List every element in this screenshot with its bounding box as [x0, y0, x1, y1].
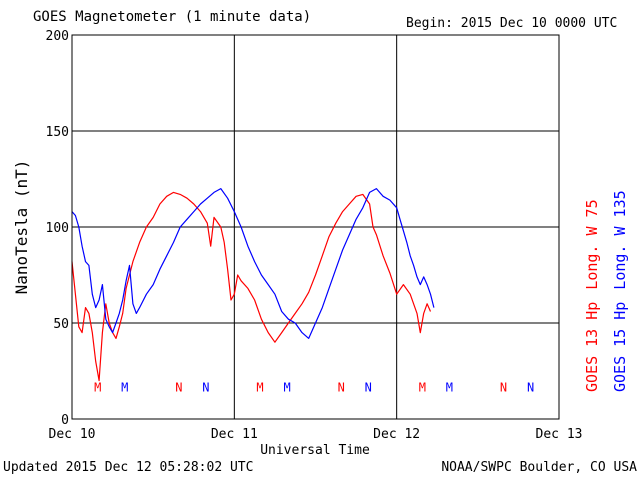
x-tick-label: Dec 12 [373, 427, 420, 442]
plot-frame [71, 34, 560, 420]
annotation-n: N [338, 380, 345, 394]
annotation-m: M [419, 380, 426, 394]
y-tick-label: 150 [46, 125, 69, 140]
legend-goes13: GOES 13 Hp Long. W 75 [583, 199, 601, 392]
x-tick-label: Dec 13 [536, 427, 583, 442]
y-axis-label: NanoTesla (nT) [12, 160, 31, 295]
y-tick-labels: 0 50 100 150 200 [46, 29, 69, 428]
legend-goes13-name: GOES 13 Hp [583, 302, 601, 392]
grid-lines [72, 35, 559, 419]
annotation-n: N [365, 380, 372, 394]
annotation-m: M [283, 380, 290, 394]
begin-time-label: Begin: 2015 Dec 10 0000 UTC [406, 16, 618, 31]
annotation-n: N [500, 380, 507, 394]
y-tick-label: 100 [46, 221, 69, 236]
annotation-m: M [256, 380, 263, 394]
annotation-m: M [94, 380, 101, 394]
legend-goes13-long: Long. W 75 [583, 199, 601, 289]
x-tick-labels: Dec 10 Dec 11 Dec 12 Dec 13 [49, 427, 583, 442]
annotation-m: M [121, 380, 128, 394]
legend-goes15-long: Long. W 135 [611, 190, 629, 289]
series-line-goes13 [71, 191, 432, 382]
series-line-goes15 [71, 188, 435, 339]
y-tick-label: 200 [46, 29, 69, 44]
y-tick-label: 0 [61, 413, 69, 428]
y-tick-label: 50 [53, 317, 69, 332]
x-tick-label: Dec 11 [211, 427, 258, 442]
chart-title: GOES Magnetometer (1 minute data) [33, 9, 312, 25]
legend: GOES 13 Hp Long. W 75 GOES 15 Hp Long. W 1… [583, 190, 629, 392]
legend-goes15: GOES 15 Hp Long. W 135 [611, 190, 629, 392]
annotation-n: N [527, 380, 534, 394]
x-tick-label: Dec 10 [49, 427, 96, 442]
source-credit: NOAA/SWPC Boulder, CO USA [441, 460, 637, 475]
annotation-n: N [175, 380, 182, 394]
annotation-m: M [446, 380, 453, 394]
legend-goes15-name: GOES 15 Hp [611, 302, 629, 392]
x-axis-label: Universal Time [260, 443, 370, 458]
annotation-n: N [202, 380, 209, 394]
updated-timestamp: Updated 2015 Dec 12 05:28:02 UTC [3, 460, 254, 475]
series-lines [71, 188, 435, 382]
